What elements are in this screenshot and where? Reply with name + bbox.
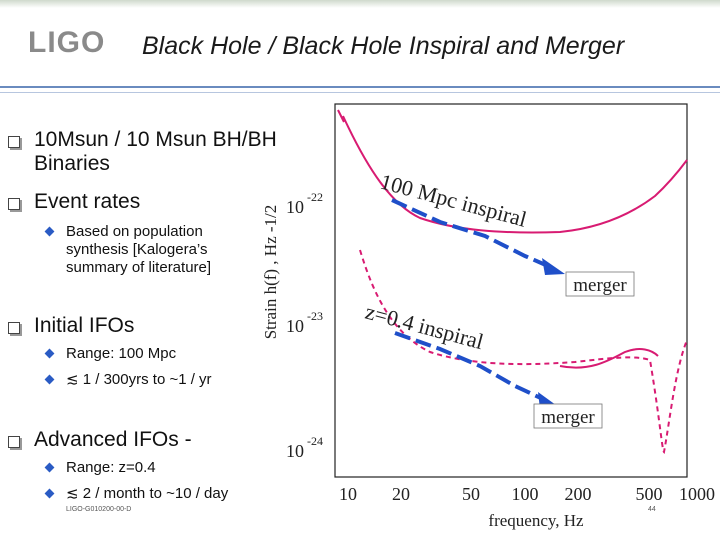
ligo-logo: LIGO [28, 26, 106, 59]
y-tick-1e-23: 10 -23 [286, 309, 323, 336]
sub-bullet-rate-initial: ≲ 1 / 300yrs to ~1 / yr [44, 371, 212, 389]
initial-ligo-noise-curve [342, 115, 688, 234]
initial-noise-tail [337, 109, 345, 123]
sub-line: ≲ 1 / 300yrs to ~1 / yr [66, 371, 212, 388]
label-merger-z04: merger [541, 407, 595, 428]
page-number: 44 [648, 506, 656, 513]
sub-bullet-population: Based on population synthesis [Kalogera’… [44, 223, 212, 277]
sub-bullet-rate-advanced: ≲ 2 / month to ~10 / day [44, 485, 229, 503]
merger-box-z04 [533, 403, 603, 429]
y-tick-1e-24: 10 -24 [286, 434, 323, 461]
x-tick-10: 10 [339, 484, 357, 504]
y-axis-title: Strain h(f) , Hz -1/2 [261, 205, 280, 340]
doc-id: LIGO-G010200-00-D [66, 506, 132, 513]
x-tick-1000: 1000 [679, 484, 715, 504]
bullet-text: Advanced IFOs - [34, 428, 192, 451]
svg-text:Strain h(f) , Hz -1/2: Strain h(f) , Hz -1/2 [261, 205, 280, 340]
label-100mpc-inspiral: 100 Mpc inspiral [378, 169, 530, 232]
bullet-initial-ifos: Initial IFOs [8, 314, 135, 338]
bullet-advanced-ifos: Advanced IFOs - [8, 428, 192, 452]
advanced-ligo-noise-curve [359, 249, 688, 455]
x-tick-50: 50 [462, 484, 480, 504]
label-z04-inspiral: z=0.4 inspiral [363, 299, 487, 355]
x-axis-title: frequency, Hz [488, 511, 584, 530]
bullet-text: Initial IFOs [34, 314, 135, 337]
x-tick-500: 500 [636, 484, 663, 504]
bullet-box-icon [8, 198, 20, 210]
bullet-box-icon [8, 136, 20, 148]
arrowhead-100mpc-icon [542, 258, 565, 275]
svg-text:10: 10 [286, 316, 304, 336]
bullet-binaries: 10Msun / 10 Msun BH/BH Binaries [8, 128, 277, 176]
sub-line: Range: z=0.4 [66, 459, 156, 476]
bullet-text: 10Msun / 10 Msun BH/BH [34, 128, 277, 151]
label-merger-100mpc: merger [573, 275, 627, 296]
svg-text:-24: -24 [307, 434, 323, 448]
sub-bullet-range-initial: Range: 100 Mpc [44, 345, 177, 363]
sub-line: synthesis [Kalogera’s [66, 241, 208, 258]
sub-line: ≲ 2 / month to ~10 / day [66, 485, 229, 502]
sub-line: summary of literature] [66, 259, 212, 276]
bullet-text: Event rates [34, 190, 141, 213]
advanced-noise-solid-branch [559, 348, 659, 369]
svg-text:-23: -23 [307, 309, 323, 323]
sub-line: Range: 100 Mpc [66, 345, 177, 362]
sub-bullet-range-advanced: Range: z=0.4 [44, 459, 156, 477]
bullet-box-icon [8, 322, 20, 334]
plot-frame [334, 103, 688, 478]
y-tick-1e-22: 10 -22 [286, 190, 323, 217]
x-tick-200: 200 [565, 484, 592, 504]
top-gradient-bar [0, 0, 720, 8]
bullet-event-rates: Event rates [8, 190, 141, 214]
title-rule-thin [0, 92, 720, 93]
merger-box-100mpc [565, 271, 635, 297]
x-tick-20: 20 [392, 484, 410, 504]
title-rule [0, 86, 720, 88]
x-tick-100: 100 [512, 484, 539, 504]
svg-text:10: 10 [286, 441, 304, 461]
svg-text:-22: -22 [307, 190, 323, 204]
svg-text:100 Mpc inspiral: 100 Mpc inspiral [378, 169, 530, 232]
inspiral-track-z04 [394, 331, 546, 402]
bullet-box-icon [8, 436, 20, 448]
slide-title: Black Hole / Black Hole Inspiral and Mer… [142, 32, 625, 60]
bullet-text: Binaries [34, 152, 110, 175]
svg-text:10: 10 [286, 197, 304, 217]
inspiral-track-100mpc [391, 198, 549, 268]
sub-line: Based on population [66, 223, 203, 240]
svg-text:z=0.4 inspiral: z=0.4 inspiral [363, 299, 487, 355]
